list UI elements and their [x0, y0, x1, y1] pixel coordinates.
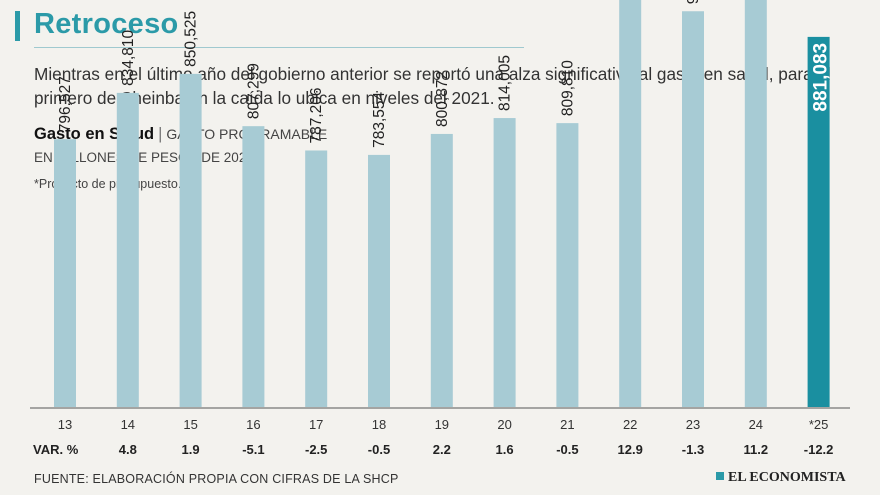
x-tick-14: 14 — [121, 417, 135, 432]
x-tick-17: 17 — [309, 417, 323, 432]
value-label-23: 902,269 — [685, 0, 702, 4]
x-tick-24: 24 — [749, 417, 763, 432]
bar-18 — [368, 154, 390, 407]
value-label-*25: 881,083 — [811, 43, 832, 112]
page-title: Retroceso — [34, 8, 179, 40]
bar-24 — [744, 0, 767, 407]
bar-13 — [54, 139, 76, 407]
var-value-18: -0.5 — [368, 442, 390, 457]
x-tick-13: 13 — [58, 417, 72, 432]
bar-20 — [493, 118, 516, 407]
x-tick-18: 18 — [372, 417, 386, 432]
value-label-13: 796,527 — [57, 76, 74, 132]
bar-17 — [305, 150, 328, 407]
value-label-18: 783,554 — [371, 91, 388, 147]
var-value-24: 11.2 — [744, 442, 769, 457]
logo-mark-icon — [716, 472, 724, 480]
bar-19 — [430, 133, 453, 407]
bar-16 — [242, 126, 265, 407]
value-label-21: 809,810 — [559, 60, 576, 116]
x-tick-15: 15 — [183, 417, 197, 432]
var-label: VAR. % — [33, 442, 79, 457]
var-value-21: -0.5 — [556, 442, 578, 457]
x-tick-*25: *25 — [809, 417, 829, 432]
x-tick-19: 19 — [435, 417, 449, 432]
var-value-17: -2.5 — [305, 442, 327, 457]
var-value-22: 12.9 — [618, 442, 643, 457]
x-tick-20: 20 — [497, 417, 511, 432]
var-value-20: 1.6 — [496, 442, 514, 457]
title-divider — [34, 47, 524, 48]
value-label-14: 834,810 — [120, 29, 137, 85]
var-value-15: 1.9 — [182, 442, 200, 457]
var-value-19: 2.2 — [433, 442, 451, 457]
value-label-15: 850,525 — [183, 11, 200, 67]
x-tick-21: 21 — [560, 417, 574, 432]
x-tick-22: 22 — [623, 417, 637, 432]
chart-title-separator: | — [158, 125, 163, 143]
var-value-23: -1.3 — [682, 442, 704, 457]
source-note: FUENTE: ELABORACIÓN PROPIA CON CIFRAS DE… — [34, 472, 399, 486]
title-accent-bar — [15, 11, 20, 41]
bar-21 — [556, 123, 579, 408]
value-label-17: 787,206 — [308, 87, 325, 143]
bar-14 — [116, 92, 139, 408]
publisher-logo: EL ECONOMISTA — [716, 470, 846, 486]
bar-15 — [179, 73, 202, 408]
bar-23 — [682, 11, 704, 407]
x-tick-16: 16 — [246, 417, 260, 432]
bar-22 — [619, 0, 642, 407]
var-value-16: -5.1 — [242, 442, 264, 457]
var-value-14: 4.8 — [119, 442, 137, 457]
value-label-19: 800,872 — [434, 71, 451, 127]
x-tick-23: 23 — [686, 417, 700, 432]
logo-text: EL ECONOMISTA — [728, 470, 846, 485]
value-label-16: 807,299 — [245, 63, 262, 119]
var-value-*25: -12.2 — [804, 442, 834, 457]
bar-*25 — [807, 36, 830, 408]
value-label-20: 814,005 — [497, 55, 514, 111]
